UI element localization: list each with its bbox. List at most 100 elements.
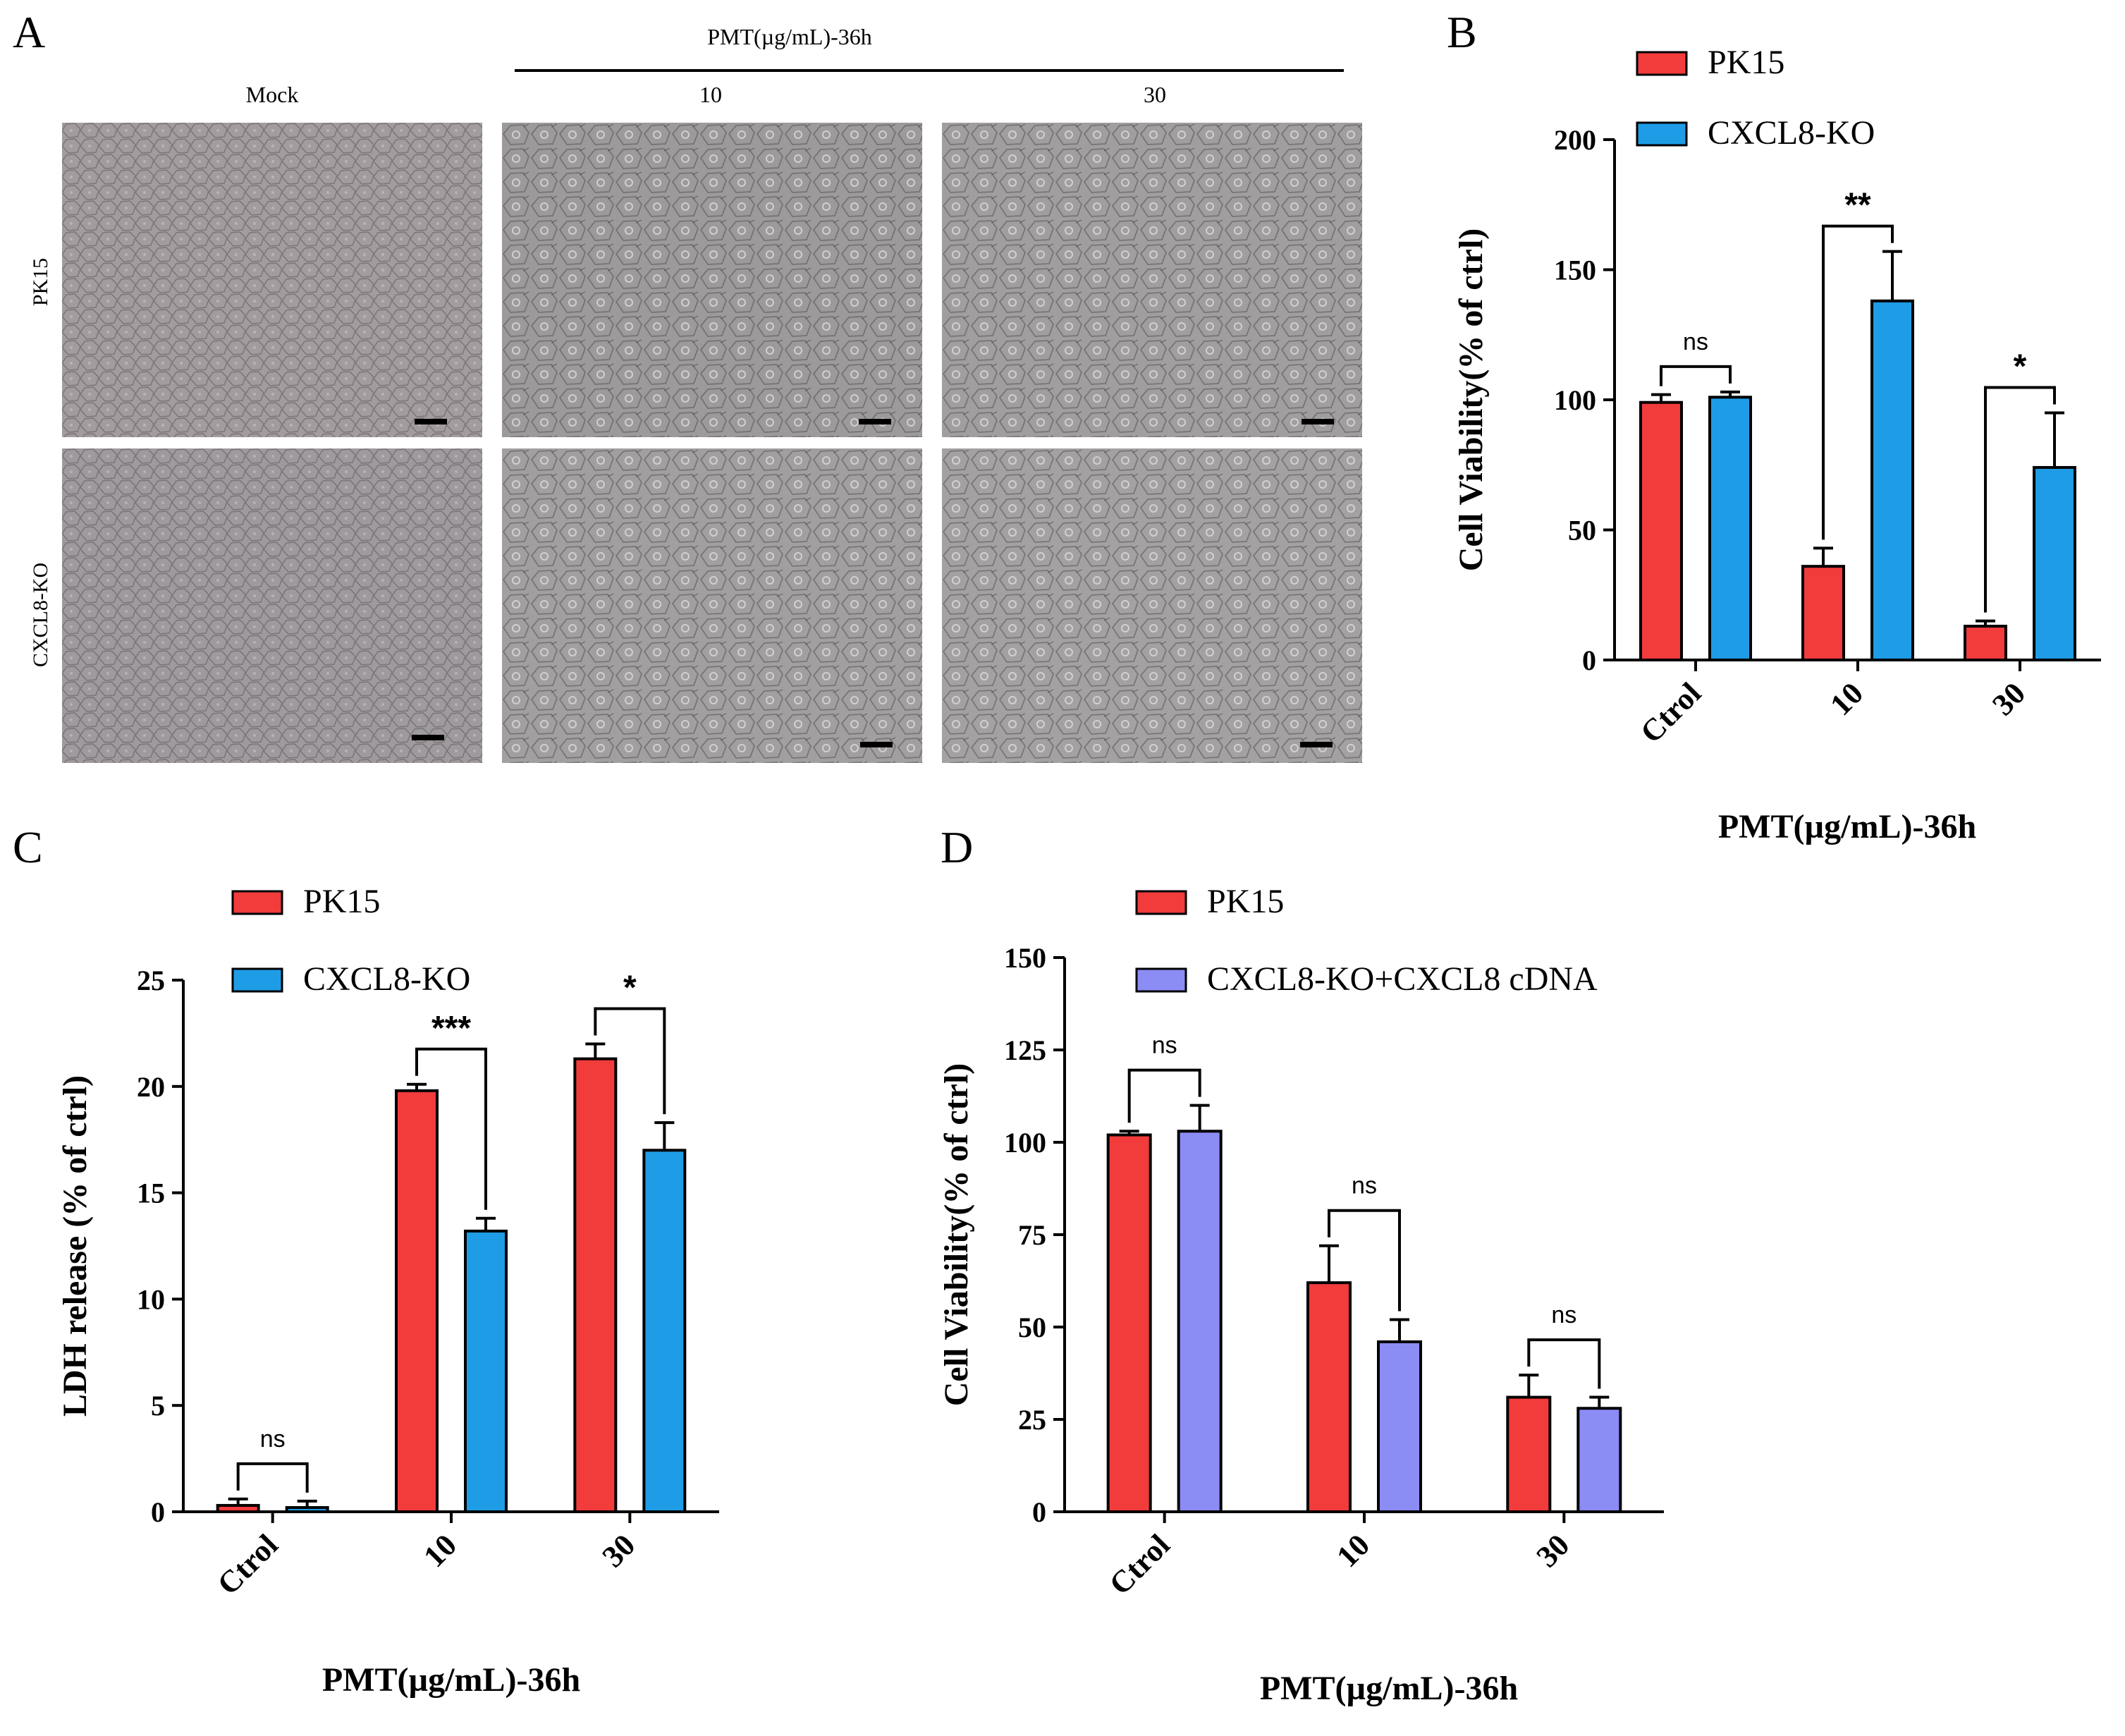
y-tick-label: 50 — [1018, 1312, 1046, 1343]
micrograph-cxcl8ko-10 — [502, 448, 922, 763]
panel-a-letter: A — [13, 7, 46, 57]
y-axis-title: Cell Viability(% of ctrl) — [1452, 228, 1490, 572]
y-tick-label: 5 — [151, 1390, 165, 1422]
significance-bracket — [1127, 1068, 1201, 1123]
y-tick-label: 10 — [137, 1283, 165, 1315]
y-tick-label: 25 — [1018, 1404, 1046, 1436]
legend-label: CXCL8-KO+CXCL8 cDNA — [1207, 960, 1598, 998]
bar — [1870, 299, 1914, 661]
scale-bar — [1302, 419, 1334, 424]
chart-b: PK15 CXCL8-KO 0 50 100 150 200 Cell Viability(%… — [1452, 44, 2101, 845]
significance-bracket — [1328, 1209, 1401, 1312]
significance-label: ns — [1152, 1032, 1177, 1059]
x-tick-label: Ctrol — [1634, 676, 1708, 750]
micrograph-pk15-30 — [942, 123, 1362, 437]
legend-label: PK15 — [1207, 883, 1284, 920]
bar — [1708, 396, 1752, 661]
significance-label: ns — [1551, 1302, 1576, 1328]
significance-bracket — [594, 1007, 666, 1115]
y-tick-label: 0 — [151, 1496, 165, 1528]
y-tick-label: 125 — [1004, 1034, 1046, 1066]
bar — [1306, 1281, 1352, 1513]
legend-label: CXCL8-KO — [1708, 114, 1875, 152]
legend-label: CXCL8-KO — [303, 960, 470, 998]
bar — [1177, 1130, 1223, 1513]
legend-swatch — [1636, 121, 1688, 147]
treatment-header: PMT(µg/mL)-36h — [707, 24, 872, 49]
significance-label: * — [2014, 348, 2027, 385]
y-tick-label: 20 — [137, 1071, 165, 1103]
y-tick-label: 0 — [1032, 1496, 1046, 1528]
bar — [642, 1149, 687, 1513]
y-tick-label: 100 — [1554, 384, 1596, 416]
x-axis-title: PMT(µg/mL)-36h — [1260, 1670, 1518, 1707]
scale-bar — [415, 419, 447, 424]
micrograph-pk15-mock — [62, 123, 482, 437]
legend-swatch — [1135, 890, 1187, 915]
bar — [2033, 465, 2076, 661]
column-label-10: 10 — [699, 82, 722, 107]
y-tick-label: 75 — [1018, 1219, 1046, 1251]
scale-bar — [859, 419, 891, 424]
bar — [1964, 625, 2007, 662]
column-label-30: 30 — [1144, 82, 1166, 107]
x-tick-label: 30 — [1530, 1527, 1576, 1574]
panel-b-letter: B — [1447, 7, 1477, 57]
y-tick-label: 200 — [1554, 124, 1596, 156]
bar — [573, 1057, 618, 1514]
significance-bracket — [1822, 224, 1894, 540]
y-tick-label: 100 — [1004, 1127, 1046, 1159]
bar — [1106, 1133, 1152, 1513]
x-tick-label: Ctrol — [1103, 1527, 1177, 1601]
y-tick-label: 0 — [1582, 644, 1596, 676]
bar — [216, 1503, 260, 1514]
micrograph-cxcl8ko-30 — [942, 448, 1362, 763]
chart-c: PK15 CXCL8-KO 0 5 10 15 20 25 LDH release (% of … — [56, 883, 719, 1699]
significance-label: * — [623, 969, 637, 1006]
bar — [1576, 1407, 1622, 1514]
scale-bar — [1300, 742, 1333, 747]
row-label-pk15: PK15 — [29, 257, 52, 307]
y-axis-title: Cell Viability(% of ctrl) — [938, 1063, 975, 1407]
scale-bar — [412, 735, 444, 740]
legend-swatch — [1135, 967, 1187, 993]
x-tick-label: 10 — [1330, 1527, 1376, 1574]
bar — [1506, 1395, 1552, 1513]
scale-bar — [860, 742, 893, 747]
significance-bracket — [1660, 365, 1732, 386]
y-tick-label: 50 — [1568, 515, 1596, 546]
bar — [464, 1229, 508, 1513]
bar — [1639, 401, 1683, 661]
bar — [1801, 565, 1845, 661]
significance-label: ns — [260, 1426, 286, 1453]
y-tick-label: 15 — [137, 1178, 165, 1209]
significance-label: ns — [1683, 329, 1708, 355]
significance-label: ns — [1352, 1173, 1377, 1199]
significance-bracket — [1984, 386, 2056, 613]
legend-label: PK15 — [303, 883, 380, 920]
x-tick-label: Ctrol — [211, 1527, 285, 1601]
significance-label: *** — [431, 1010, 471, 1047]
x-axis-title: PMT(µg/mL)-36h — [322, 1661, 580, 1699]
significance-bracket — [415, 1047, 487, 1210]
row-label-cxcl8-ko: CXCL8-KO — [29, 562, 52, 668]
bar — [395, 1089, 439, 1514]
legend-swatch — [231, 967, 283, 993]
y-axis-title: LDH release (% of ctrl) — [56, 1075, 94, 1417]
x-tick-label: 30 — [596, 1527, 642, 1574]
legend-label: PK15 — [1708, 44, 1784, 81]
column-label-mock: Mock — [245, 82, 299, 107]
x-tick-label: 10 — [417, 1527, 463, 1574]
panel-c-letter: C — [13, 822, 43, 872]
chart-d: PK15 CXCL8-KO+CXCL8 cDNA 0 25 50 75 100 125 150 C… — [938, 883, 1664, 1707]
legend-swatch — [1636, 51, 1688, 76]
treatment-bracket-line — [515, 69, 1344, 72]
x-tick-label: 30 — [1985, 676, 2032, 722]
micrograph-pk15-10 — [502, 123, 922, 437]
x-tick-label: 10 — [1823, 676, 1870, 722]
bar — [285, 1505, 329, 1514]
legend-swatch — [231, 890, 283, 915]
micrograph-cxcl8ko-mock — [62, 448, 482, 763]
significance-bracket — [1527, 1338, 1601, 1389]
